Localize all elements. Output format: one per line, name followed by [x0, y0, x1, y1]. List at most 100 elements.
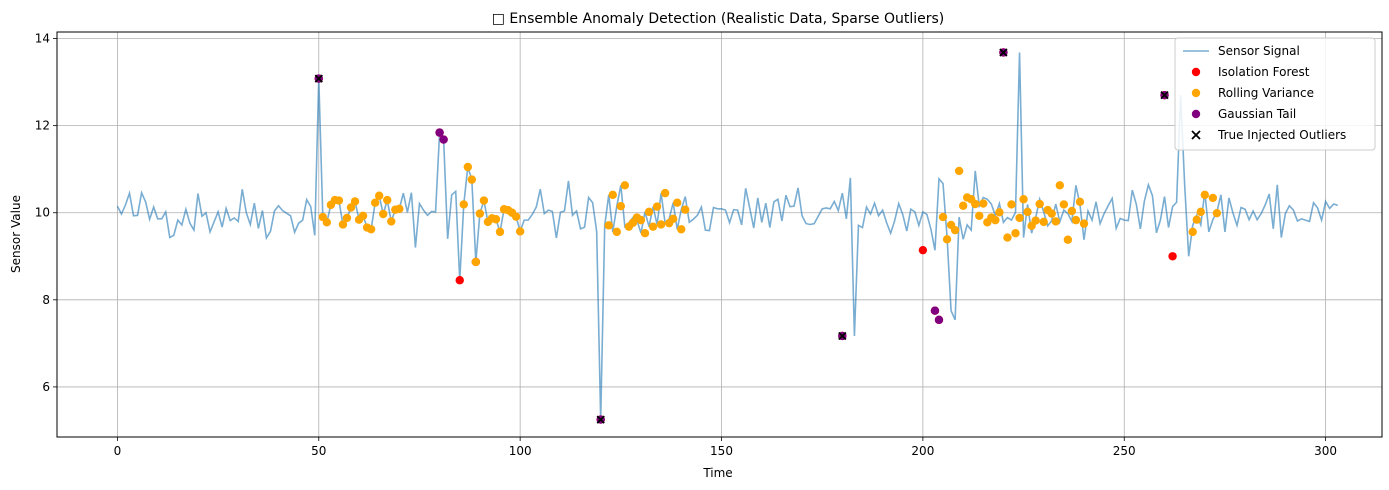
- point-true-injected-outliers: [1160, 91, 1169, 100]
- point-true-injected-outliers: [838, 331, 847, 341]
- point-rolling-variance: [350, 197, 360, 206]
- point-rolling-variance: [620, 181, 630, 190]
- legend: Sensor Signal Isolation Forest Rolling Var…: [1174, 37, 1376, 151]
- point-rolling-variance: [1035, 199, 1044, 209]
- series-line-sensor-signal: [116, 52, 1338, 420]
- legend-item-rolling-variance: Rolling Variance: [1191, 86, 1314, 100]
- legend-item-sensor-signal: Sensor Signal: [1183, 44, 1300, 58]
- plot-frame: [56, 31, 1383, 438]
- point-rolling-variance: [612, 227, 622, 237]
- point-rolling-variance: [374, 191, 384, 200]
- x-tick-label: 150: [710, 444, 733, 458]
- x-tick-label: 0: [114, 444, 122, 458]
- x-tick-label: 100: [509, 444, 532, 458]
- point-rolling-variance: [1059, 200, 1069, 209]
- point-rolling-variance: [1023, 207, 1032, 217]
- point-rolling-variance: [975, 211, 984, 220]
- point-rolling-variance: [379, 209, 388, 219]
- point-rolling-variance: [387, 217, 396, 226]
- point-gaussian-tail: [934, 315, 944, 325]
- point-rolling-variance: [1079, 219, 1089, 228]
- point-rolling-variance: [1063, 235, 1073, 244]
- point-rolling-variance: [495, 227, 505, 237]
- legend-item-gaussian-tail: Gaussian Tail: [1191, 107, 1296, 121]
- point-rolling-variance: [656, 220, 666, 229]
- point-gaussian-tail: [439, 135, 448, 144]
- point-rolling-variance: [479, 196, 489, 205]
- point-rolling-variance: [1200, 190, 1209, 200]
- legend-swatch: [1191, 88, 1201, 98]
- point-rolling-variance: [608, 190, 617, 200]
- point-rolling-variance: [1007, 200, 1016, 209]
- point-rolling-variance: [511, 212, 521, 221]
- point-rolling-variance: [1031, 216, 1040, 225]
- point-rolling-variance: [1208, 193, 1218, 203]
- point-rolling-variance: [1196, 207, 1205, 217]
- point-true-injected-outliers: [596, 415, 605, 424]
- legend-label: True Injected Outliers: [1217, 128, 1346, 142]
- point-rolling-variance: [604, 221, 613, 230]
- point-rolling-variance: [370, 198, 380, 207]
- point-rolling-variance: [358, 211, 368, 220]
- point-rolling-variance: [991, 215, 1000, 225]
- legend-label: Rolling Variance: [1218, 86, 1314, 100]
- point-rolling-variance: [942, 235, 952, 244]
- legend-swatch: [1191, 67, 1201, 77]
- point-rolling-variance: [681, 205, 690, 214]
- y-axis-label: Sensor Value: [9, 195, 23, 273]
- x-tick-label: 250: [1113, 444, 1136, 458]
- y-tick-label: 12: [35, 119, 50, 133]
- point-rolling-variance: [475, 209, 485, 218]
- point-rolling-variance: [979, 199, 988, 208]
- point-rolling-variance: [938, 212, 948, 222]
- point-rolling-variance: [1067, 206, 1077, 216]
- point-rolling-variance: [338, 220, 348, 229]
- point-rolling-variance: [668, 214, 678, 224]
- series-isolation-forest: [314, 48, 1177, 424]
- point-rolling-variance: [1019, 195, 1028, 204]
- point-rolling-variance: [459, 200, 468, 209]
- legend-swatch: [1191, 130, 1201, 140]
- point-rolling-variance: [1047, 209, 1056, 218]
- point-rolling-variance: [346, 203, 356, 212]
- y-tick-label: 6: [42, 380, 50, 394]
- point-rolling-variance: [322, 218, 332, 227]
- axes: 0 50 100 150 200 250 300 6 8 10 12 14: [35, 32, 1337, 458]
- x-tick-label: 200: [911, 444, 934, 458]
- point-rolling-variance: [1071, 215, 1081, 225]
- legend-box: [1174, 37, 1376, 151]
- point-rolling-variance: [954, 166, 964, 176]
- chart-title: □ Ensemble Anomaly Detection (Realistic …: [492, 11, 945, 27]
- point-rolling-variance: [958, 201, 968, 210]
- legend-label: Gaussian Tail: [1218, 107, 1296, 121]
- plot-area: [116, 48, 1338, 424]
- point-rolling-variance: [515, 227, 525, 236]
- series-true-injected-outliers: [314, 48, 1169, 424]
- point-rolling-variance: [1188, 227, 1197, 237]
- point-rolling-variance: [491, 215, 501, 224]
- series-gaussian-tail: [314, 48, 1169, 424]
- point-rolling-variance: [677, 225, 686, 234]
- point-rolling-variance: [652, 202, 662, 211]
- legend-item-true-injected-outliers: True Injected Outliers: [1191, 128, 1346, 142]
- point-gaussian-tail: [930, 306, 940, 315]
- point-rolling-variance: [395, 204, 404, 214]
- point-rolling-variance: [342, 213, 352, 223]
- point-rolling-variance: [640, 228, 650, 238]
- y-tick-label: 14: [35, 32, 50, 46]
- point-rolling-variance: [471, 257, 481, 267]
- point-rolling-variance: [1055, 181, 1065, 190]
- point-rolling-variance: [644, 207, 654, 217]
- y-tick-label: 8: [42, 293, 50, 307]
- point-gaussian-tail: [435, 128, 444, 137]
- point-rolling-variance: [636, 215, 646, 225]
- point-rolling-variance: [1192, 215, 1201, 224]
- point-rolling-variance: [366, 225, 376, 234]
- point-isolation-forest: [1168, 252, 1177, 261]
- point-rolling-variance: [1051, 217, 1060, 226]
- x-axis-label: Time: [702, 466, 732, 480]
- point-isolation-forest: [918, 245, 928, 255]
- point-rolling-variance: [383, 195, 392, 205]
- point-rolling-variance: [616, 201, 626, 211]
- legend-item-isolation-forest: Isolation Forest: [1191, 65, 1310, 79]
